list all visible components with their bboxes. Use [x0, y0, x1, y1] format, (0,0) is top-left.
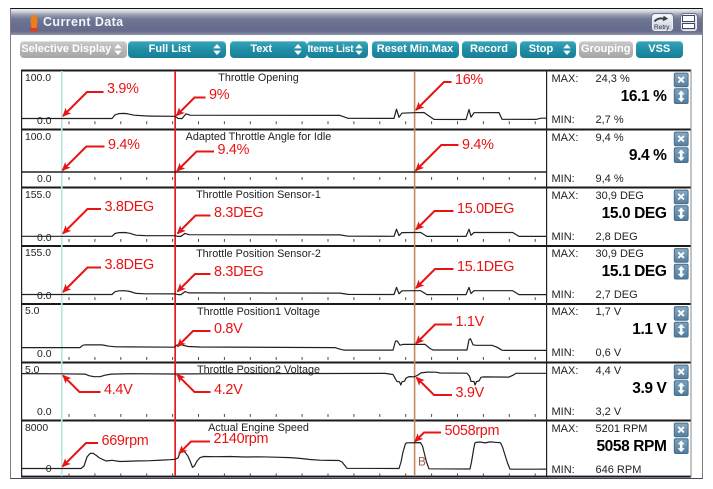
svg-text:Retry: Retry — [654, 24, 670, 31]
svg-text:B: B — [418, 455, 426, 469]
